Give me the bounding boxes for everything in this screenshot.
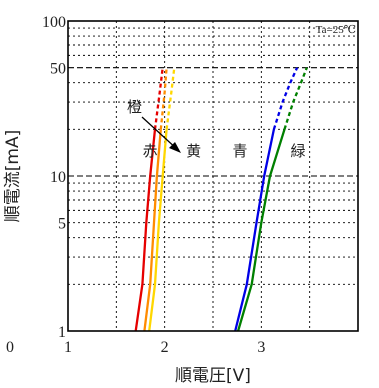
callout-arrowhead: [169, 142, 181, 153]
y-tick-label-3: 50: [50, 61, 66, 78]
callout-arrow: [141, 116, 179, 151]
y-tick-label-0: 1: [58, 324, 66, 341]
grid: [68, 21, 358, 331]
y-tick-label-2: 10: [50, 169, 66, 186]
x-axis-label: 順電圧[V]: [175, 366, 251, 386]
annotation-1: 黄: [186, 142, 201, 160]
x-tick-labels: 1 2 3: [64, 339, 265, 356]
series-0-line: [134, 129, 157, 332]
series-4-extension: [283, 67, 308, 130]
x-tick-label-left: 0: [6, 339, 14, 356]
annotation-0: 赤: [143, 142, 158, 160]
series-4-line: [236, 128, 286, 332]
series-1-line: [143, 129, 162, 332]
series-3-line: [234, 129, 276, 332]
condition-label: Ta=25℃: [316, 24, 356, 36]
y-tick-label-4: 100: [42, 14, 66, 31]
y-tick-label-1: 5: [58, 216, 66, 233]
callout-label: 橙: [127, 98, 142, 116]
x-tick-label-0: 1: [64, 339, 72, 356]
plot-frame: [67, 20, 359, 332]
series-0-extension: [153, 67, 164, 130]
series-layer: [134, 67, 308, 332]
y-axis-label: 順電流[mA]: [3, 130, 23, 222]
x-tick-label-1: 2: [161, 339, 169, 356]
y-tick-labels: 1 5 10 50 100: [42, 14, 66, 341]
series-2-extension: [165, 67, 176, 130]
annotations: 赤黄青緑: [143, 142, 306, 160]
x-tick-label-2: 3: [257, 339, 265, 356]
series-3-extension: [272, 67, 299, 130]
annotation-3: 緑: [291, 142, 306, 160]
annotation-2: 青: [233, 142, 248, 160]
series-1-extension: [159, 67, 168, 130]
series-2-line: [148, 129, 168, 332]
